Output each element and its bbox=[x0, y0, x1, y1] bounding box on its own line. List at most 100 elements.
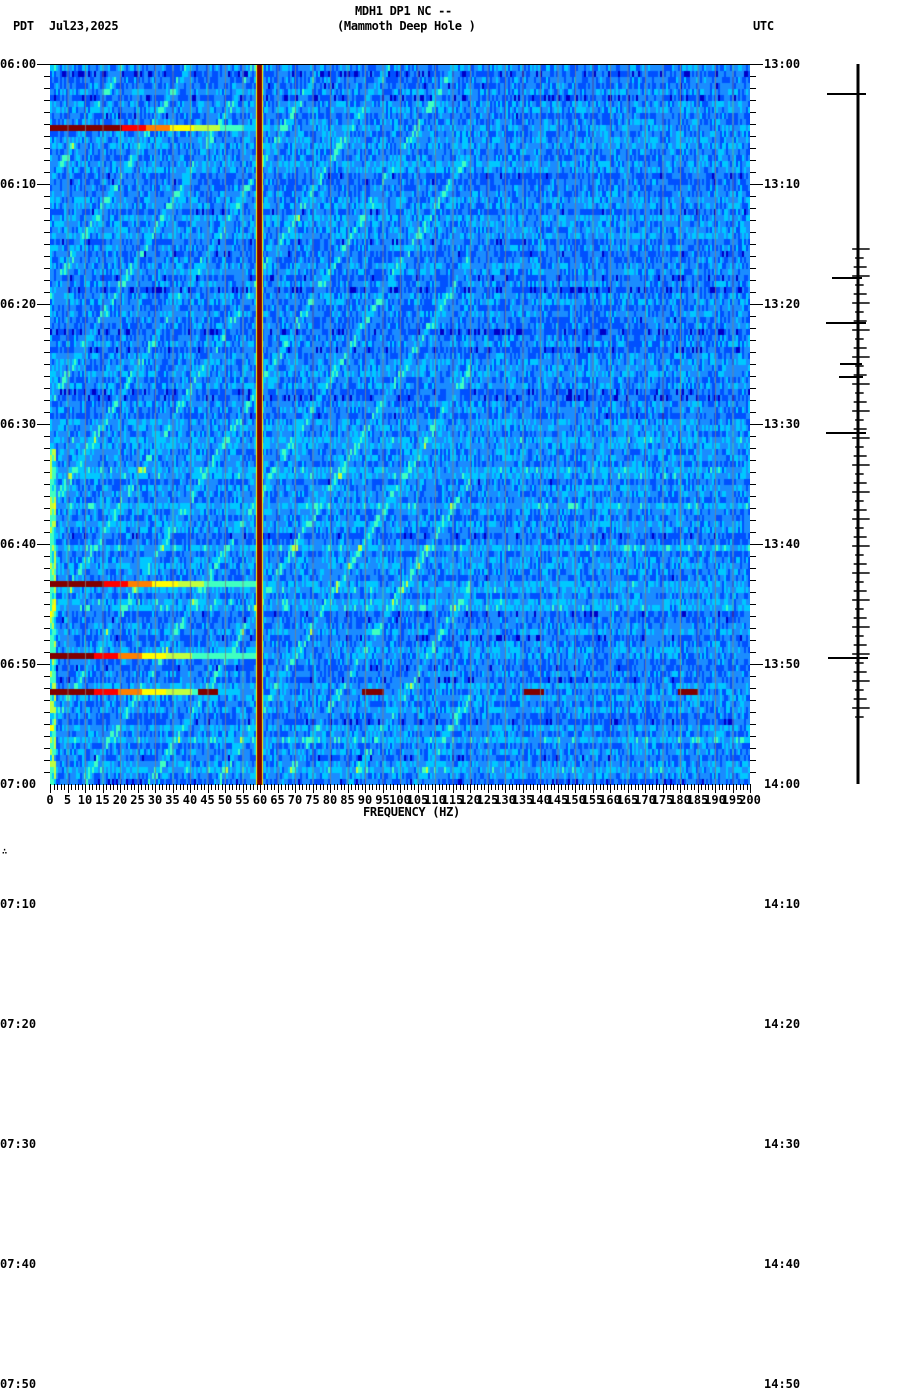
freq-label: 150 bbox=[564, 793, 586, 807]
freq-tick bbox=[200, 784, 202, 790]
freq-tick bbox=[148, 784, 149, 790]
right-time-tick bbox=[750, 448, 756, 449]
left-time-label: 06:00 bbox=[0, 57, 37, 71]
freq-tick bbox=[403, 784, 405, 790]
freq-tick bbox=[113, 784, 114, 790]
freq-tick bbox=[624, 784, 625, 790]
freq-tick bbox=[102, 784, 104, 793]
freq-tick bbox=[305, 784, 307, 790]
freq-tick bbox=[638, 784, 639, 790]
right-time-tick bbox=[750, 100, 756, 101]
freq-tick bbox=[592, 784, 594, 793]
left-timezone-label: PDT bbox=[13, 19, 34, 33]
freq-tick bbox=[92, 784, 93, 790]
freq-label: 180 bbox=[669, 793, 691, 807]
freq-label: 55 bbox=[235, 793, 250, 807]
freq-tick bbox=[470, 784, 471, 793]
freq-tick bbox=[127, 784, 128, 790]
freq-tick bbox=[729, 784, 730, 790]
freq-tick bbox=[176, 784, 177, 790]
right-time-tick bbox=[750, 196, 756, 197]
right-time-tick bbox=[750, 700, 756, 701]
freq-label: 30 bbox=[147, 793, 163, 807]
right-time-tick bbox=[750, 412, 756, 413]
left-time-tick bbox=[37, 664, 50, 665]
freq-tick bbox=[386, 784, 387, 790]
freq-tick bbox=[610, 784, 611, 793]
right-time-tick bbox=[750, 316, 756, 317]
freq-tick bbox=[708, 784, 709, 790]
freq-tick bbox=[186, 784, 188, 790]
freq-label: 135 bbox=[511, 793, 534, 807]
right-time-label: 13:50 bbox=[764, 657, 801, 671]
freq-tick bbox=[746, 784, 748, 790]
freq-tick bbox=[683, 784, 685, 790]
freq-tick bbox=[309, 784, 310, 790]
freq-tick bbox=[312, 784, 314, 793]
freq-tick bbox=[123, 784, 125, 790]
left-time-tick bbox=[44, 436, 50, 437]
freq-tick bbox=[99, 784, 100, 790]
left-time-label: 07:30 bbox=[0, 1137, 37, 1151]
freq-tick bbox=[491, 784, 492, 790]
freq-label: 5 bbox=[63, 793, 72, 807]
freq-tick bbox=[669, 784, 671, 790]
left-time-label: 07:00 bbox=[0, 777, 37, 791]
freq-tick bbox=[361, 784, 363, 790]
freq-tick bbox=[270, 784, 272, 790]
left-time-tick bbox=[44, 448, 50, 449]
left-time-tick bbox=[44, 208, 50, 209]
left-time-tick bbox=[44, 268, 50, 269]
freq-tick bbox=[85, 784, 86, 793]
freq-tick bbox=[582, 784, 583, 790]
right-time-tick bbox=[750, 328, 756, 329]
right-time-label: 14:10 bbox=[764, 897, 801, 911]
freq-tick bbox=[655, 784, 657, 790]
freq-tick bbox=[246, 784, 247, 790]
freq-label: 40 bbox=[182, 793, 198, 807]
freq-tick bbox=[298, 784, 300, 790]
left-time-label: 07:20 bbox=[0, 1017, 37, 1031]
freq-tick bbox=[463, 784, 464, 790]
freq-tick bbox=[179, 784, 181, 790]
freq-tick bbox=[151, 784, 153, 790]
freq-tick bbox=[64, 784, 65, 790]
freq-tick bbox=[652, 784, 653, 790]
left-time-tick bbox=[44, 760, 50, 761]
freq-tick bbox=[214, 784, 216, 790]
freq-tick bbox=[183, 784, 184, 790]
freq-tick bbox=[340, 784, 342, 790]
left-time-tick bbox=[37, 64, 50, 65]
right-time-tick bbox=[750, 148, 756, 149]
freq-label: 35 bbox=[165, 793, 180, 807]
right-time-tick bbox=[750, 340, 756, 341]
freq-tick bbox=[725, 784, 727, 790]
freq-tick bbox=[589, 784, 590, 790]
freq-tick bbox=[543, 784, 545, 790]
left-time-tick bbox=[44, 148, 50, 149]
freq-tick bbox=[613, 784, 615, 790]
freq-tick bbox=[445, 784, 447, 790]
spectrogram-plot bbox=[50, 64, 750, 785]
freq-tick bbox=[365, 784, 366, 793]
right-time-tick bbox=[750, 592, 756, 593]
left-time-tick bbox=[44, 592, 50, 593]
right-time-tick bbox=[750, 352, 756, 353]
right-time-tick bbox=[750, 124, 756, 125]
freq-tick bbox=[687, 784, 688, 790]
right-time-tick bbox=[750, 208, 756, 209]
right-time-label: 13:20 bbox=[764, 297, 801, 311]
freq-tick bbox=[375, 784, 377, 790]
freq-tick bbox=[568, 784, 569, 790]
freq-tick bbox=[204, 784, 205, 790]
freq-tick bbox=[242, 784, 244, 793]
left-time-tick bbox=[44, 748, 50, 749]
freq-tick bbox=[169, 784, 170, 790]
freq-tick bbox=[550, 784, 552, 790]
date-label: Jul23,2025 bbox=[49, 19, 119, 33]
left-time-tick bbox=[44, 628, 50, 629]
right-timezone-label: UTC bbox=[753, 19, 774, 33]
freq-tick bbox=[536, 784, 538, 790]
freq-tick bbox=[60, 784, 62, 790]
left-time-tick bbox=[44, 196, 50, 197]
